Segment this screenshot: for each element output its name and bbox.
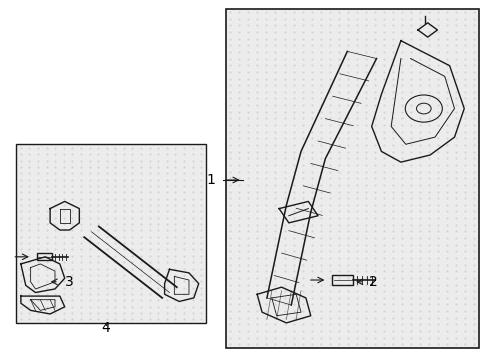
Text: 1: 1 xyxy=(207,173,216,187)
Text: 4: 4 xyxy=(102,321,111,335)
Text: 2: 2 xyxy=(369,275,378,289)
Bar xyxy=(16,144,206,323)
Bar xyxy=(225,9,479,348)
Text: 3: 3 xyxy=(65,275,74,289)
Bar xyxy=(332,275,353,285)
Bar xyxy=(37,253,52,260)
